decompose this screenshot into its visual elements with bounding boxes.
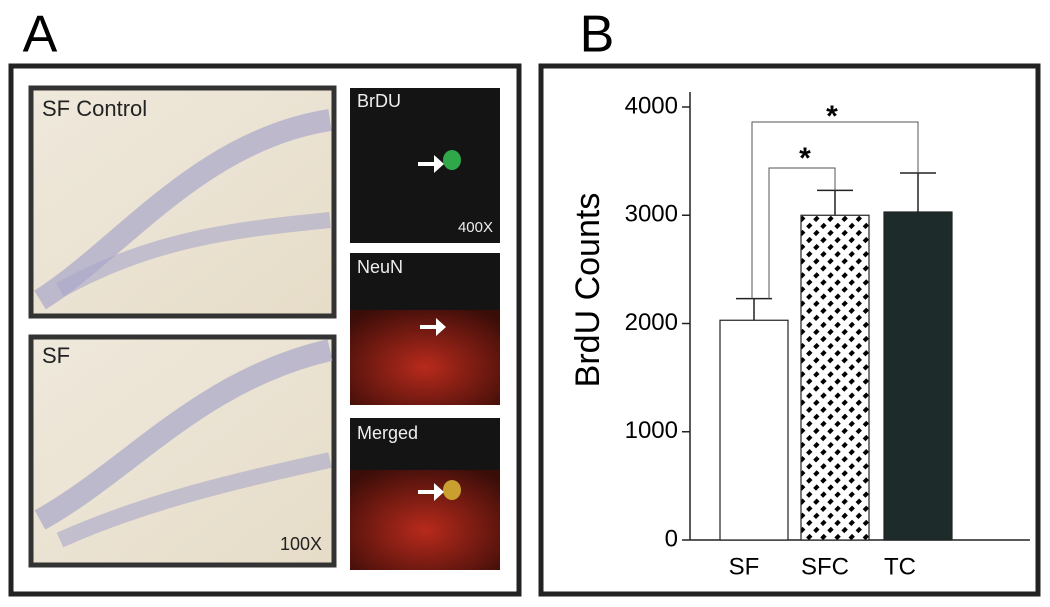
bracket xyxy=(768,167,836,299)
panel-frame xyxy=(538,63,1041,597)
y-tick-label: 3000 xyxy=(625,201,678,228)
y-tick-label: 0 xyxy=(665,525,678,552)
bracket xyxy=(751,121,919,299)
annotation: * xyxy=(826,100,838,133)
micrograph: SF 100X xyxy=(28,334,337,568)
channel-image: NeuN xyxy=(350,253,500,405)
y-tick-label: 1000 xyxy=(625,417,678,444)
bar xyxy=(800,214,870,541)
bar xyxy=(883,211,953,541)
channel-label: BrDU xyxy=(357,91,401,111)
x-tick-label: TC xyxy=(884,553,916,580)
y-tick-label: 2000 xyxy=(625,309,678,336)
channel-image: Merged xyxy=(350,418,500,570)
magnification: 100X xyxy=(280,534,322,554)
y-axis-label: BrdU Counts xyxy=(569,193,607,388)
bar xyxy=(719,319,789,541)
micrograph: SF Control xyxy=(28,85,337,319)
panel-label: A xyxy=(23,6,58,64)
image-label: SF xyxy=(42,343,70,368)
plot: 0 1000 2000 3000 4000 SF SFC TC * * xyxy=(625,92,1030,580)
magnification: 400X xyxy=(458,219,493,236)
error-bar xyxy=(817,189,853,216)
channel-image: BrDU 400X xyxy=(350,88,500,243)
panel-label: B xyxy=(580,6,615,64)
channel-label: NeuN xyxy=(357,257,403,277)
panel-frame xyxy=(8,63,522,597)
x-tick-label: SFC xyxy=(801,553,849,580)
x-tick-label: SF xyxy=(729,553,760,580)
error-bar xyxy=(900,172,936,213)
error-bar xyxy=(736,297,772,321)
y-tick-label: 4000 xyxy=(625,92,678,119)
image-label: SF Control xyxy=(42,96,147,121)
annotation: * xyxy=(799,142,811,175)
channel-label: Merged xyxy=(357,423,418,443)
